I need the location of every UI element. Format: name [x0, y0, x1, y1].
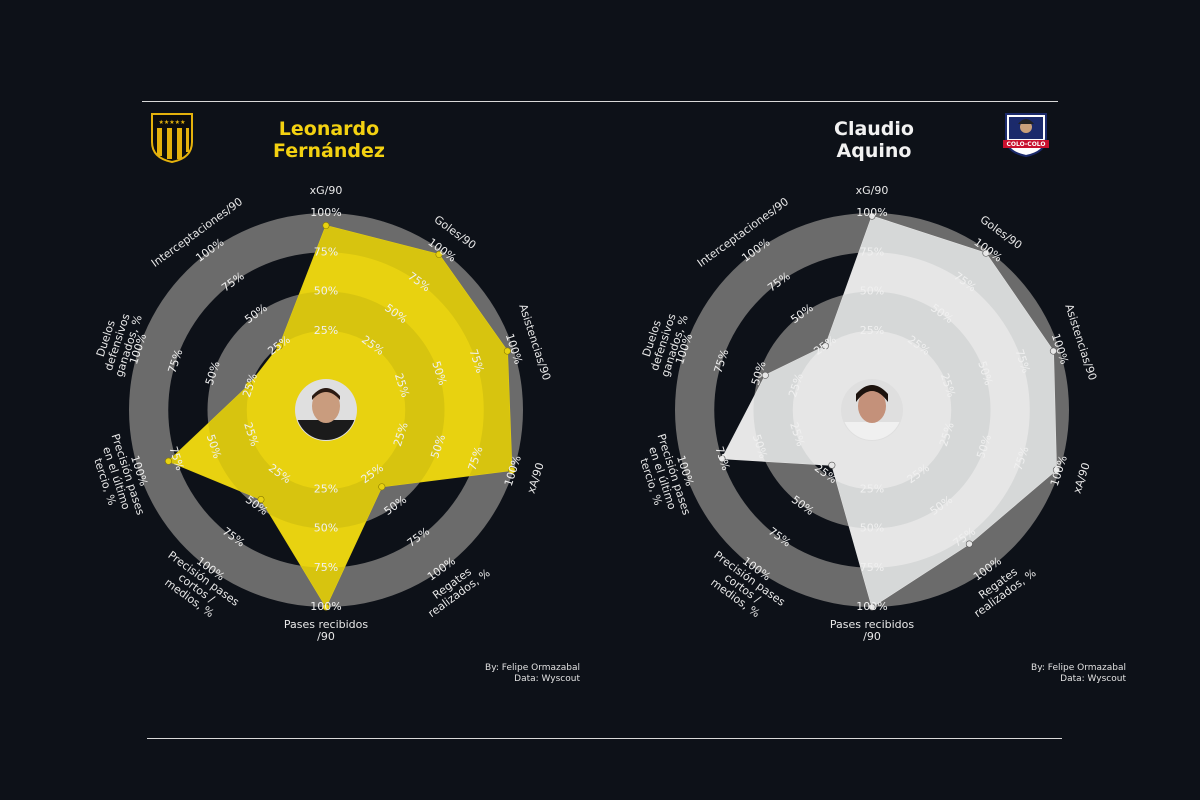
- radar-point-8: [761, 371, 769, 379]
- ring-label: 75%: [860, 561, 884, 574]
- top-divider: [142, 101, 1058, 102]
- axis-label: xG/90: [856, 184, 889, 197]
- ring-label: 50%: [314, 285, 338, 298]
- svg-text:★★★★★: ★★★★★: [159, 119, 186, 126]
- player-photo: [295, 379, 357, 441]
- ring-label: 25%: [314, 324, 338, 337]
- radar-point-2: [503, 347, 511, 355]
- radar-point-7: [718, 455, 726, 463]
- ring-label: 25%: [860, 482, 884, 495]
- radar-chart-aquino: 25%50%75%100%25%50%75%100%25% 50% 75% 100%2…: [637, 184, 1099, 643]
- axis-label: xA/90: [1071, 461, 1093, 495]
- penarol-crest-icon: ★★★★★: [150, 112, 194, 168]
- ring-label: 75%: [860, 245, 884, 258]
- radar-point-7: [165, 457, 173, 465]
- bottom-divider: [147, 738, 1062, 739]
- ring-label: 75%: [314, 245, 338, 258]
- ring-label: 25%: [860, 324, 884, 337]
- axis-label: Pases recibidos/90: [830, 618, 915, 643]
- radar-point-9: [275, 342, 283, 350]
- ring-label: 100%: [856, 206, 887, 219]
- player-panel-fernandez: 25% 50% 75% 100% 25% 50% 75% 100% 25% 50% 75% 100% 2…: [20, 100, 580, 700]
- radar-point-2: [1049, 347, 1057, 355]
- colo-colo-crest-icon: COLO-COLO: [1000, 112, 1052, 162]
- radar-point-3: [508, 466, 516, 474]
- ring-label: 50%: [314, 522, 338, 535]
- ring-label: 25%: [314, 482, 338, 495]
- ring-label: 100%: [310, 600, 341, 613]
- radar-point-6: [257, 496, 265, 504]
- radar-chart-fernandez: 25%50%75%100%25%50%75%100%25% 50% 75% 100%2…: [91, 184, 553, 643]
- radar-point-4: [378, 483, 386, 491]
- axis-label: Asistencias/90: [1062, 302, 1099, 382]
- player-name: Leonardo Fernández: [273, 118, 385, 162]
- axis-label: xA/90: [525, 461, 547, 495]
- player-photo: [841, 379, 903, 441]
- ring-label: 100%: [856, 600, 887, 613]
- player-name: Claudio Aquino: [834, 118, 914, 162]
- radar-point-8: [245, 381, 253, 389]
- credit-author: By: Felipe Ormazabal: [485, 663, 580, 673]
- ring-label: 75%: [314, 561, 338, 574]
- credit-block: By: Felipe Ormazabal Data: Wyscout: [966, 663, 1126, 685]
- credit-block: By: Felipe Ormazabal Data: Wyscout: [440, 663, 580, 685]
- ring-label: 100%: [310, 206, 341, 219]
- credit-source: Data: Wyscout: [514, 674, 580, 684]
- radar-point-1: [982, 249, 990, 257]
- radar-point-0: [868, 212, 876, 220]
- player-panel-aquino: 25% 50% 75% 100% 25% 50% 75% 100% 25% 50% 75% 100% 2…: [566, 100, 1126, 700]
- radar-point-0: [322, 222, 330, 230]
- radar-point-5: [322, 603, 330, 611]
- radar-point-3: [1052, 466, 1060, 474]
- axis-label: xG/90: [310, 184, 343, 197]
- credit-source: Data: Wyscout: [1060, 674, 1126, 684]
- credit-author: By: Felipe Ormazabal: [1031, 663, 1126, 673]
- axis-label: Asistencias/90: [516, 302, 553, 382]
- ring-label: 50%: [860, 522, 884, 535]
- radar-point-4: [965, 540, 973, 548]
- radar-point-5: [868, 603, 876, 611]
- radar-point-1: [435, 250, 443, 258]
- axis-label: Pases recibidos/90: [284, 618, 369, 643]
- svg-text:COLO-COLO: COLO-COLO: [1006, 141, 1045, 148]
- radar-point-6: [828, 461, 836, 469]
- radar-point-9: [821, 342, 829, 350]
- ring-label: 50%: [860, 285, 884, 298]
